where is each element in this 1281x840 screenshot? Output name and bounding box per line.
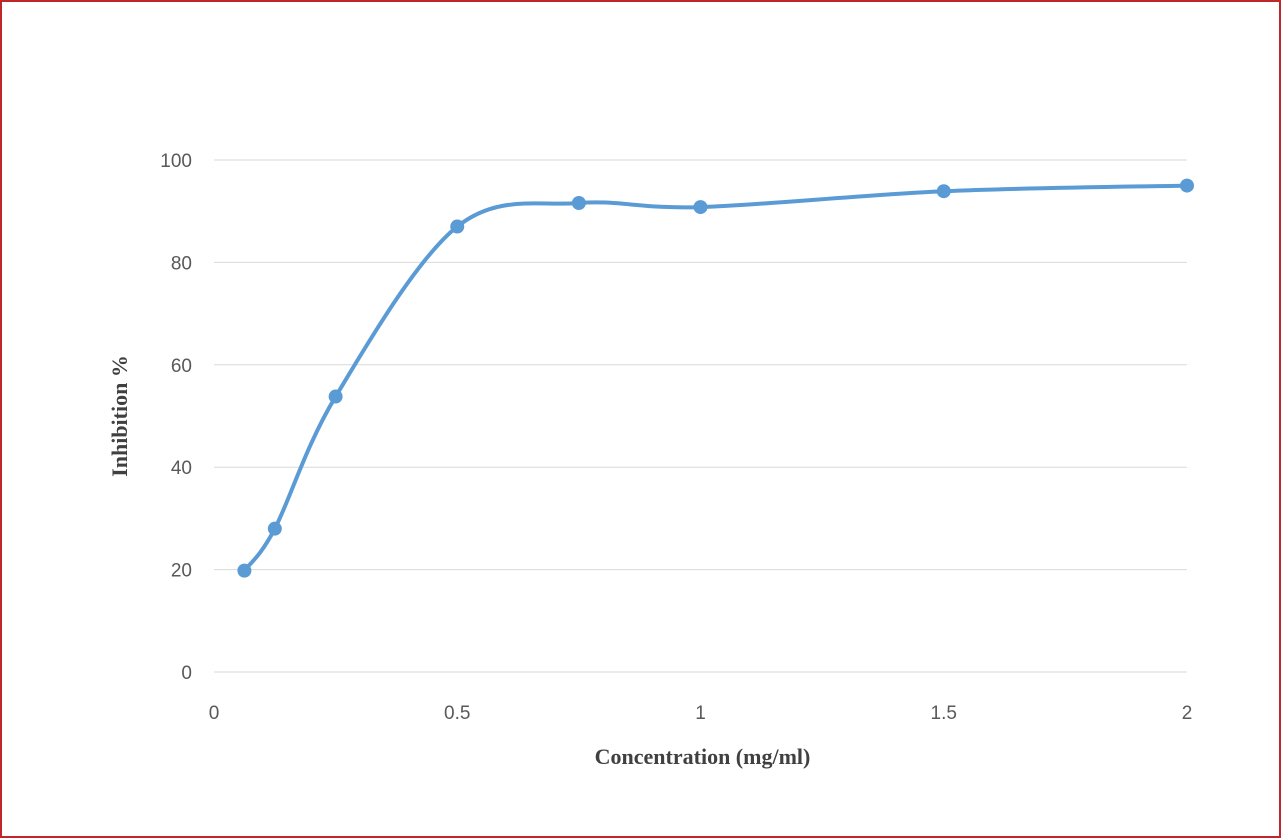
- x-tick-label: 0.5: [444, 703, 470, 724]
- y-tick-label: 80: [171, 253, 192, 274]
- series-line-0: [242, 183, 1189, 573]
- data-point: [571, 196, 586, 211]
- x-axis-ticks: 0 0.5 1 1.5 2: [209, 703, 1193, 724]
- x-tick-label: 1.5: [931, 703, 957, 724]
- y-axis-ticks: 0 20 40 60 80 100: [160, 151, 192, 684]
- data-point: [450, 219, 465, 234]
- y-tick-label: 0: [181, 663, 192, 684]
- series-layer: [237, 178, 1194, 578]
- y-tick-label: 100: [160, 151, 192, 172]
- data-point: [328, 389, 343, 404]
- data-point: [1180, 178, 1194, 193]
- y-axis-title: Inhibition %: [107, 355, 132, 477]
- y-tick-label: 20: [171, 561, 192, 582]
- x-tick-label: 2: [1182, 703, 1193, 724]
- gridlines: [214, 159, 1187, 673]
- x-axis-title: Concentration (mg/ml): [595, 744, 811, 769]
- x-tick-label: 1: [695, 703, 706, 724]
- y-tick-label: 40: [171, 458, 192, 479]
- data-point: [267, 521, 282, 536]
- data-point: [936, 184, 951, 199]
- data-point: [237, 563, 252, 578]
- x-tick-label: 0: [209, 703, 220, 724]
- y-tick-label: 60: [171, 356, 192, 377]
- data-point: [693, 200, 708, 215]
